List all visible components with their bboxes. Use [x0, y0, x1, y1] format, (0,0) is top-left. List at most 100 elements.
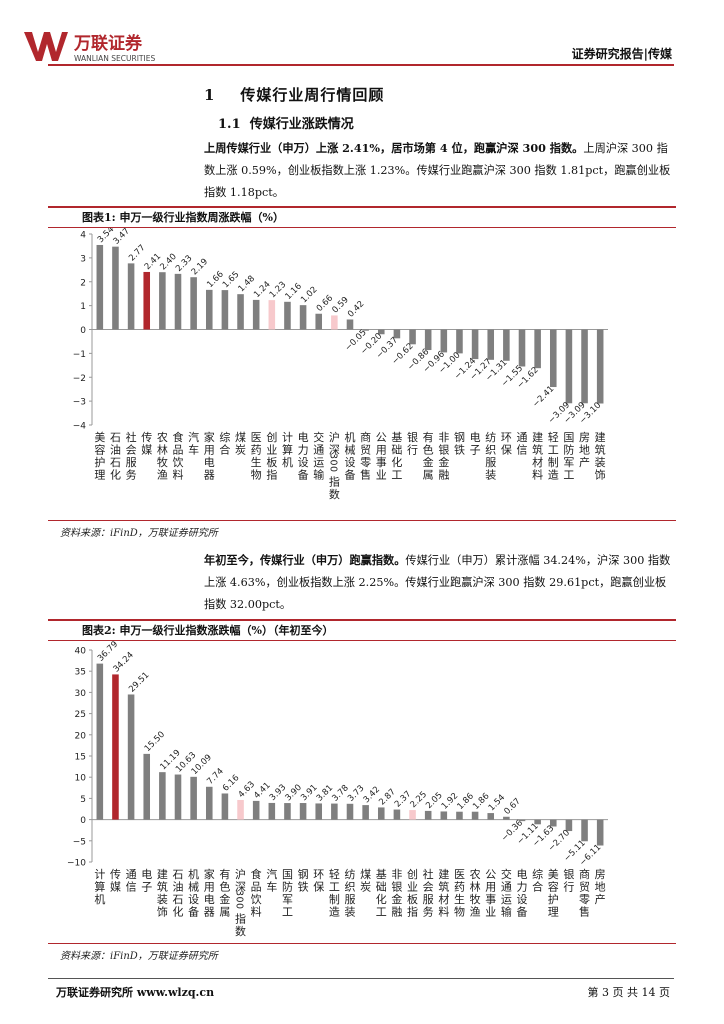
svg-text:商: 商 — [360, 430, 371, 444]
svg-text:材: 材 — [532, 455, 543, 469]
data-label: 1.92 — [440, 791, 460, 811]
svg-text:子: 子 — [141, 881, 152, 894]
svg-text:铁: 铁 — [298, 881, 309, 894]
category-label: 钢铁 — [298, 868, 309, 894]
svg-text:环: 环 — [501, 431, 512, 444]
svg-text:零: 零 — [579, 893, 590, 906]
svg-text:沪: 沪 — [329, 430, 340, 444]
svg-text:务: 务 — [423, 906, 434, 919]
bar — [487, 329, 495, 360]
svg-text:数: 数 — [235, 925, 246, 938]
svg-text:建: 建 — [157, 867, 168, 881]
svg-text:机: 机 — [94, 892, 105, 906]
weekly-summary-paragraph: 上周传媒行业（申万）上涨 2.41%，居市场第 4 位，跑赢沪深 300 指数。… — [204, 137, 676, 204]
bar — [112, 246, 119, 330]
svg-text:通: 通 — [313, 444, 324, 457]
svg-text:用: 用 — [376, 444, 387, 457]
svg-text:用: 用 — [204, 444, 215, 457]
svg-text:保: 保 — [501, 443, 512, 457]
bar — [268, 300, 276, 330]
bar — [456, 329, 463, 354]
svg-text:事: 事 — [485, 893, 496, 906]
svg-text:0: 0 — [234, 896, 245, 902]
header-divider — [48, 64, 674, 66]
svg-text:装: 装 — [485, 469, 496, 482]
svg-text:农: 农 — [470, 867, 481, 881]
svg-text:工: 工 — [391, 469, 402, 482]
svg-text:国: 国 — [563, 431, 574, 444]
svg-text:织: 织 — [345, 881, 356, 894]
svg-text:炭: 炭 — [235, 444, 246, 457]
svg-text:防: 防 — [282, 880, 293, 894]
svg-text:石: 石 — [110, 456, 121, 469]
bar — [471, 811, 479, 820]
bar — [377, 807, 385, 820]
y-tick-label: 35 — [75, 668, 86, 678]
svg-text:会: 会 — [126, 444, 137, 457]
svg-text:基: 基 — [391, 431, 402, 444]
svg-text:品: 品 — [173, 444, 184, 457]
y-tick-label: 2 — [80, 278, 86, 288]
svg-text:制: 制 — [329, 893, 340, 906]
svg-text:轻: 轻 — [329, 867, 340, 881]
bar — [503, 816, 510, 820]
svg-text:运: 运 — [501, 893, 512, 906]
svg-text:0: 0 — [327, 466, 338, 472]
svg-text:服: 服 — [126, 456, 137, 469]
svg-text:材: 材 — [438, 892, 449, 906]
bar — [581, 819, 588, 842]
svg-text:饮: 饮 — [251, 893, 262, 906]
svg-text:色: 色 — [219, 880, 230, 894]
svg-text:指: 指 — [266, 468, 277, 482]
bar — [159, 772, 166, 820]
svg-text:家: 家 — [204, 430, 215, 444]
svg-text:理: 理 — [94, 469, 105, 482]
svg-text:传: 传 — [110, 868, 121, 881]
svg-text:有: 有 — [423, 430, 434, 444]
svg-text:会: 会 — [423, 881, 434, 894]
bar — [112, 674, 119, 820]
svg-text:行: 行 — [407, 444, 418, 457]
svg-text:综: 综 — [219, 430, 230, 444]
svg-text:物: 物 — [454, 905, 465, 919]
chart1-source: 资料来源：iFinD，万联证券研究所 — [60, 528, 218, 539]
svg-text:工: 工 — [563, 469, 574, 482]
svg-text:汽: 汽 — [188, 430, 199, 444]
svg-text:械: 械 — [188, 880, 199, 894]
svg-text:信: 信 — [517, 444, 528, 457]
svg-text:贸: 贸 — [360, 444, 371, 457]
svg-text:通: 通 — [501, 881, 512, 894]
bar — [299, 803, 307, 820]
svg-text:设: 设 — [188, 893, 199, 906]
footer-divider — [48, 978, 674, 979]
svg-text:社: 社 — [126, 430, 137, 444]
y-tick-label: 30 — [75, 689, 87, 699]
svg-text:渔: 渔 — [157, 469, 168, 482]
svg-text:林: 林 — [470, 880, 481, 894]
bar — [534, 819, 541, 825]
report-type: 证券研究报告|传媒 — [571, 47, 672, 61]
svg-text:电: 电 — [204, 893, 215, 906]
svg-text:医: 医 — [454, 868, 465, 881]
y-tick-label: 3 — [80, 254, 86, 264]
data-label: 2.37 — [393, 789, 413, 809]
data-label: 3.93 — [268, 783, 288, 803]
footer-institute: 万联证券研究所 www.wlzq.cn — [56, 986, 215, 999]
svg-text:筑: 筑 — [157, 880, 168, 894]
bar — [143, 271, 151, 330]
svg-text:地: 地 — [595, 881, 606, 894]
svg-text:装: 装 — [157, 893, 168, 906]
svg-text:通: 通 — [517, 431, 528, 444]
y-tick-label: 0 — [80, 816, 86, 826]
svg-text:备: 备 — [517, 905, 528, 919]
